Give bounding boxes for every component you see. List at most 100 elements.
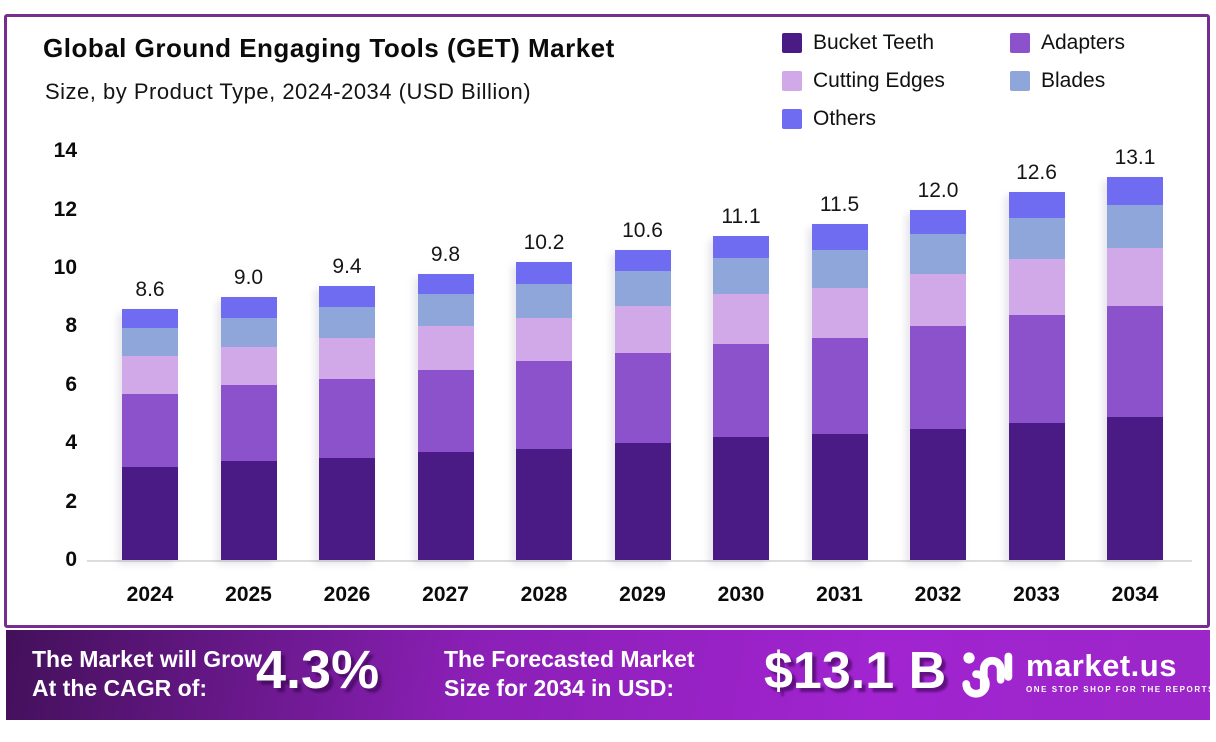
marketus-logo-icon [962, 644, 1014, 700]
bar-total-label: 9.4 [332, 254, 362, 278]
bar-segment-cutting-edges [417, 326, 474, 371]
y-axis-tick-label: 0 [65, 548, 77, 571]
legend-label: Cutting Edges [813, 69, 945, 92]
bar-total-label: 10.6 [622, 219, 663, 243]
bar-segment-bucket-teeth [417, 451, 474, 560]
y-axis-tick-label: 14 [53, 139, 77, 163]
legend-item-others: Others [782, 107, 1010, 131]
x-axis-label: 2025 [225, 583, 272, 606]
legend: Bucket Teeth Adapters Cutting Edges Blades O… [782, 31, 1125, 131]
x-axis-label: 2034 [1111, 583, 1159, 606]
y-axis-tick-label: 10 [53, 256, 77, 279]
stacked-bar-2024 [122, 308, 178, 560]
brand-tagline: ONE STOP SHOP FOR THE REPORTS [1026, 685, 1215, 694]
bar-total-label: 10.2 [523, 231, 565, 255]
forecast-value: $13.1 B [764, 642, 947, 700]
legend-swatch [1010, 71, 1030, 91]
y-axis-tick-label: 12 [53, 197, 77, 221]
bar-segment-bucket-teeth [516, 449, 572, 560]
legend-label: Others [813, 107, 877, 130]
x-axis-label: 2028 [520, 583, 568, 606]
bar-segment-cutting-edges [122, 355, 178, 394]
x-axis-label: 2030 [717, 583, 765, 606]
bar-segment-cutting-edges [811, 288, 868, 339]
legend-swatch [782, 71, 802, 91]
chart-title: Global Ground Engaging Tools (GET) Marke… [43, 33, 615, 63]
bar-segment-cutting-edges [1107, 247, 1163, 306]
bar-segment-adapters [811, 338, 868, 435]
bar-total-label: 12.6 [1016, 161, 1057, 185]
bar-total-label: 12.0 [917, 178, 959, 202]
stacked-bar-2026 [319, 285, 375, 560]
bar-segment-others [1107, 177, 1163, 206]
legend-swatch [782, 109, 802, 129]
x-axis-label: 2029 [619, 583, 666, 606]
y-axis-tick-label: 4 [65, 431, 77, 455]
bar-segment-bucket-teeth [614, 443, 671, 560]
cagr-label-line2: At the CAGR of: [32, 675, 208, 701]
legend-label: Bucket Teeth [813, 31, 935, 54]
legend-item-bucket-teeth: Bucket Teeth [782, 31, 1010, 55]
bar-segment-blades [417, 294, 474, 327]
bar-segment-others [417, 273, 474, 295]
stacked-bar-2034 [1107, 177, 1163, 560]
bar-segment-adapters [122, 393, 178, 467]
bar-segment-others [516, 262, 572, 285]
bar-segment-blades [910, 234, 966, 274]
bar-segment-others [220, 297, 277, 318]
bar-segment-cutting-edges [516, 317, 572, 362]
x-axis-label: 2024 [126, 583, 174, 606]
bar-segment-cutting-edges [1008, 259, 1065, 315]
bar-segment-adapters [319, 378, 375, 458]
bar-segment-blades [1008, 218, 1065, 260]
bar-segment-others [811, 224, 868, 251]
chart-card: Global Ground Engaging Tools (GET) Marke… [4, 14, 1210, 628]
cagr-label: The Market will Grow At the CAGR of: [32, 645, 262, 703]
bar-total-label: 9.0 [233, 266, 264, 290]
stacked-bar-2028 [516, 262, 572, 560]
bar-segment-bucket-teeth [1008, 422, 1065, 560]
bar-total-label: 8.6 [135, 277, 165, 301]
bar-segment-blades [220, 317, 277, 347]
bar-segment-others [122, 308, 178, 328]
chart-subtitle: Size, by Product Type, 2024-2034 (USD Bi… [45, 79, 532, 104]
x-axis-baseline [87, 560, 1192, 562]
bar-segment-others [713, 235, 769, 258]
bar-total-label: 13.1 [1114, 146, 1156, 170]
brand-name: market.us [1026, 648, 1177, 683]
bar-segment-adapters [417, 370, 474, 452]
bar-segment-cutting-edges [220, 346, 277, 385]
bar-segment-adapters [713, 343, 769, 438]
bar-segment-blades [122, 327, 178, 356]
legend-item-cutting-edges: Cutting Edges [782, 69, 1010, 93]
bar-segment-bucket-teeth [713, 437, 769, 560]
forecast-label-line1: The Forecasted Market [444, 646, 695, 672]
bar-segment-adapters [220, 384, 277, 461]
x-axis-label: 2026 [323, 583, 371, 606]
bar-segment-bucket-teeth [811, 434, 868, 560]
stacked-bar-2031 [811, 224, 868, 560]
bar-segment-cutting-edges [319, 338, 375, 379]
bar-segment-cutting-edges [910, 273, 966, 327]
stacked-bar-2033 [1008, 192, 1065, 560]
cagr-value: 4.3% [256, 640, 380, 700]
bar-segment-cutting-edges [614, 305, 671, 353]
stacked-bar-2025 [220, 297, 277, 560]
bar-segment-others [319, 285, 375, 308]
bar-segment-blades [1107, 205, 1163, 248]
legend-label: Adapters [1041, 31, 1126, 54]
bar-segment-bucket-teeth [910, 428, 966, 560]
legend-item-blades: Blades [1010, 69, 1125, 93]
bar-segment-bucket-teeth [319, 457, 375, 560]
x-axis-label: 2032 [914, 583, 962, 606]
x-axis-label: 2027 [422, 583, 469, 606]
bar-segment-others [614, 250, 671, 271]
bar-segment-adapters [614, 352, 671, 444]
bar-segment-adapters [1107, 305, 1163, 417]
bar-segment-others [1008, 192, 1065, 219]
stacked-bar-2030 [713, 235, 769, 560]
bar-segment-bucket-teeth [122, 466, 178, 560]
bar-segment-blades [811, 250, 868, 289]
brand-text: market.us ONE STOP SHOP FOR THE REPORTS [1026, 648, 1215, 695]
legend-swatch [1010, 33, 1030, 53]
